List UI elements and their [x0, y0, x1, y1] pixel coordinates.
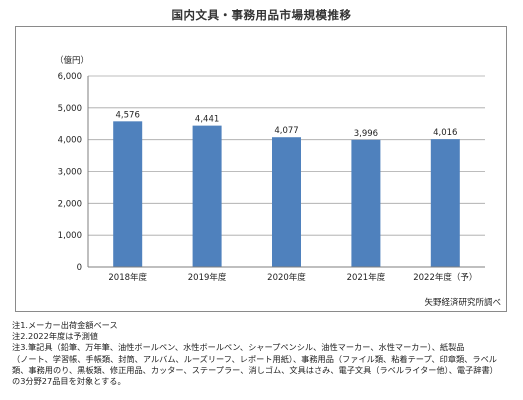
y-tick-label: 3,000: [58, 168, 82, 178]
x-tick-label: 2020年度: [267, 272, 306, 283]
y-tick-label: 4,000: [58, 136, 82, 146]
x-tick-label: 2018年度: [108, 272, 147, 283]
chart-frame: [15, 26, 507, 312]
bar-chart: （億円） 0 1,000 2,000 3,000 4,000 5,000 6,000 4,576…: [55, 55, 485, 283]
x-tick-label: 2019年度: [188, 272, 227, 283]
note-line: の3分野27品目を対象とする。: [12, 376, 126, 387]
data-label: 4,077: [274, 126, 298, 136]
notes: 注1.メーカー出荷金額ベース 注2.2022年度は予測値 注3.筆記具（鉛筆、万…: [12, 320, 517, 387]
y-tick-label: 0: [77, 263, 82, 273]
bar: [192, 125, 222, 267]
note-line: 注3.筆記具（鉛筆、万年筆、油性ボールペン、水性ボールペン、シャープペンシル、油…: [12, 342, 465, 353]
note-line: 注1.メーカー出荷金額ベース: [12, 320, 118, 330]
note-line: 類、事務用のり、黒板類、修正用品、カッター、ステープラー、消しゴム、文具はさみ、…: [12, 364, 498, 375]
chart-title: 国内文具・事務用品市場規模推移: [171, 8, 352, 22]
bar: [351, 139, 381, 267]
source-credit: 矢野経済研究所調べ: [424, 298, 501, 308]
note-line: 注2.2022年度は予測値: [12, 331, 98, 342]
x-tick-label: 2021年度: [347, 272, 386, 283]
data-label: 4,441: [195, 115, 219, 125]
note-line: （ノート、学習帳、手帳類、封筒、アルバム、ルーズリーフ、レポート用紙）、事務用品…: [12, 353, 497, 364]
bar: [430, 139, 460, 267]
data-label: 3,996: [354, 129, 378, 139]
x-tick-label: 2022年度（予）: [413, 272, 477, 283]
y-tick-label: 1,000: [58, 231, 82, 241]
bar: [113, 121, 143, 268]
y-tick-label: 6,000: [58, 72, 82, 82]
y-tick-label: 5,000: [58, 104, 82, 114]
data-label: 4,576: [116, 110, 140, 120]
data-label: 4,016: [433, 128, 457, 138]
y-axis-label: （億円）: [55, 55, 89, 66]
y-tick-label: 2,000: [58, 199, 82, 209]
bar: [272, 137, 301, 267]
